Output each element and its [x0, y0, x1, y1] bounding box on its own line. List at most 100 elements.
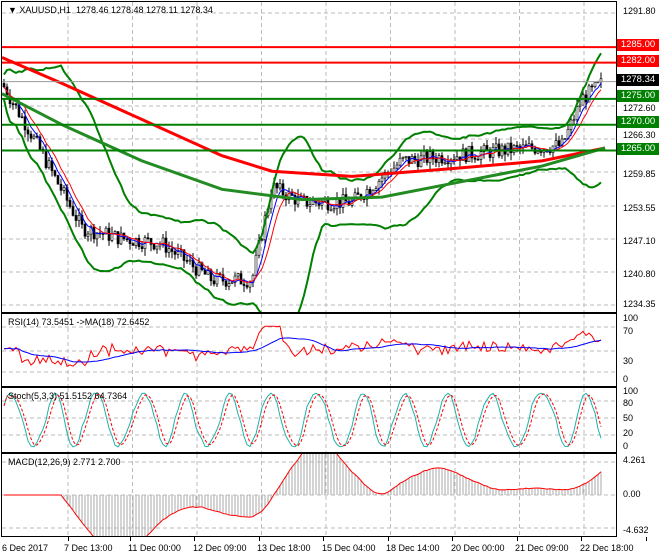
- price-tick: 1272.60: [623, 103, 656, 113]
- candle: [461, 148, 465, 161]
- rsi-ma-line: [3, 337, 602, 363]
- candle: [398, 157, 402, 166]
- candle: [446, 162, 450, 165]
- candle: [182, 249, 186, 261]
- candle: [167, 248, 171, 253]
- candle: [125, 238, 129, 241]
- time-label: 11 Dec 00:00: [128, 543, 181, 553]
- candle: [116, 231, 120, 245]
- level-tag-1282: 1282.00: [617, 55, 659, 67]
- stoch-tick: 80: [623, 398, 634, 408]
- candle: [89, 226, 93, 235]
- candle: [494, 143, 498, 148]
- candle: [119, 232, 123, 245]
- candle: [71, 206, 75, 216]
- candle: [206, 269, 210, 275]
- candle: [50, 160, 54, 171]
- candle: [437, 155, 441, 163]
- candle: [29, 133, 33, 139]
- candle: [590, 85, 594, 88]
- price-tick: 1240.80: [623, 269, 656, 279]
- time-label: 18 Dec 14:00: [386, 543, 440, 553]
- candle: [152, 244, 156, 250]
- price-tick: 1259.85: [623, 169, 656, 179]
- rsi-panel[interactable]: RSI(14) 73.5451 ->MA(18) 72.6452: [1, 313, 617, 387]
- candle: [575, 106, 579, 121]
- candle: [476, 158, 480, 161]
- candle: [464, 148, 468, 163]
- candle: [23, 116, 27, 131]
- candle: [275, 182, 279, 189]
- stoch-tick: 20: [623, 428, 634, 438]
- price-tick: 1266.30: [623, 130, 656, 140]
- candle: [431, 151, 435, 160]
- candle: [245, 285, 249, 288]
- macd-signal-line: [4, 454, 602, 536]
- candle: [374, 188, 378, 191]
- candle: [242, 283, 246, 286]
- candle: [278, 183, 282, 189]
- ma-fast: [3, 82, 602, 284]
- candle: [140, 246, 144, 249]
- candle: [185, 260, 189, 262]
- candle: [560, 138, 564, 146]
- candle: [341, 194, 345, 208]
- rsi-tick: 0: [623, 374, 629, 384]
- price-chart[interactable]: ▼ XAUUSD,H1 1278.46 1278.48 1278.11 1278…: [1, 1, 617, 313]
- candle: [260, 239, 264, 241]
- candle: [224, 280, 228, 287]
- rsi-title: RSI(14) 73.5451 ->MA(18) 72.6452: [8, 317, 150, 327]
- stochastic-title: Stoch(5,3,3) 51.5152 64.7364: [8, 391, 128, 401]
- candle: [473, 157, 477, 160]
- candle: [170, 248, 174, 252]
- time-label: 7 Dec 13:00: [64, 543, 113, 553]
- candle: [509, 142, 513, 153]
- candle: [2, 83, 6, 88]
- time-tick: [130, 537, 131, 541]
- candle: [554, 140, 558, 147]
- ma-green-long: [2, 92, 606, 202]
- macd-panel[interactable]: MACD(12,26,9) 2.771 2.700: [1, 453, 617, 537]
- symbol-title: ▼ XAUUSD,H1 1278.46 1278.48 1278.11 1278…: [8, 5, 213, 15]
- candle: [380, 177, 384, 182]
- candle: [230, 282, 234, 284]
- candle: [14, 103, 18, 106]
- candle: [110, 233, 114, 241]
- bollinger-lower: [3, 99, 602, 312]
- rsi-tick: 70: [623, 326, 634, 336]
- candle: [536, 151, 540, 154]
- candle: [404, 156, 408, 158]
- candle: [203, 269, 207, 275]
- candle: [149, 238, 153, 245]
- time-label: 15 Dec 04:00: [322, 543, 376, 553]
- candle: [326, 199, 330, 211]
- candle: [212, 280, 216, 285]
- candle: [95, 232, 99, 240]
- price-tick: 1247.10: [623, 236, 656, 246]
- candle: [26, 129, 30, 135]
- candle: [368, 189, 372, 195]
- candle: [557, 140, 561, 146]
- stoch-tick: 0: [623, 441, 629, 451]
- candle: [215, 273, 219, 285]
- stochastic-canvas: [2, 388, 616, 452]
- candle: [434, 158, 438, 163]
- macd-tick: 4.261: [623, 455, 646, 465]
- time-tick: [452, 537, 453, 541]
- candle: [74, 215, 78, 221]
- candle: [365, 189, 369, 200]
- time-label: 13 Dec 18:00: [257, 543, 311, 553]
- macd-title: MACD(12,26,9) 2.771 2.700: [8, 457, 121, 467]
- candle: [56, 175, 60, 185]
- candle: [104, 227, 108, 235]
- candle: [188, 259, 192, 262]
- rsi-tick: 100: [623, 313, 639, 323]
- ma-red-long: [2, 56, 606, 178]
- candle: [401, 156, 405, 159]
- rsi-tick: 30: [623, 356, 634, 366]
- price-tick: 1253.55: [623, 203, 656, 213]
- level-tag-1275: 1275.00: [617, 90, 659, 102]
- stochastic-panel[interactable]: Stoch(5,3,3) 51.5152 64.7364: [1, 387, 617, 453]
- level-tag-1285: 1285.00: [617, 39, 659, 51]
- candle: [146, 237, 150, 240]
